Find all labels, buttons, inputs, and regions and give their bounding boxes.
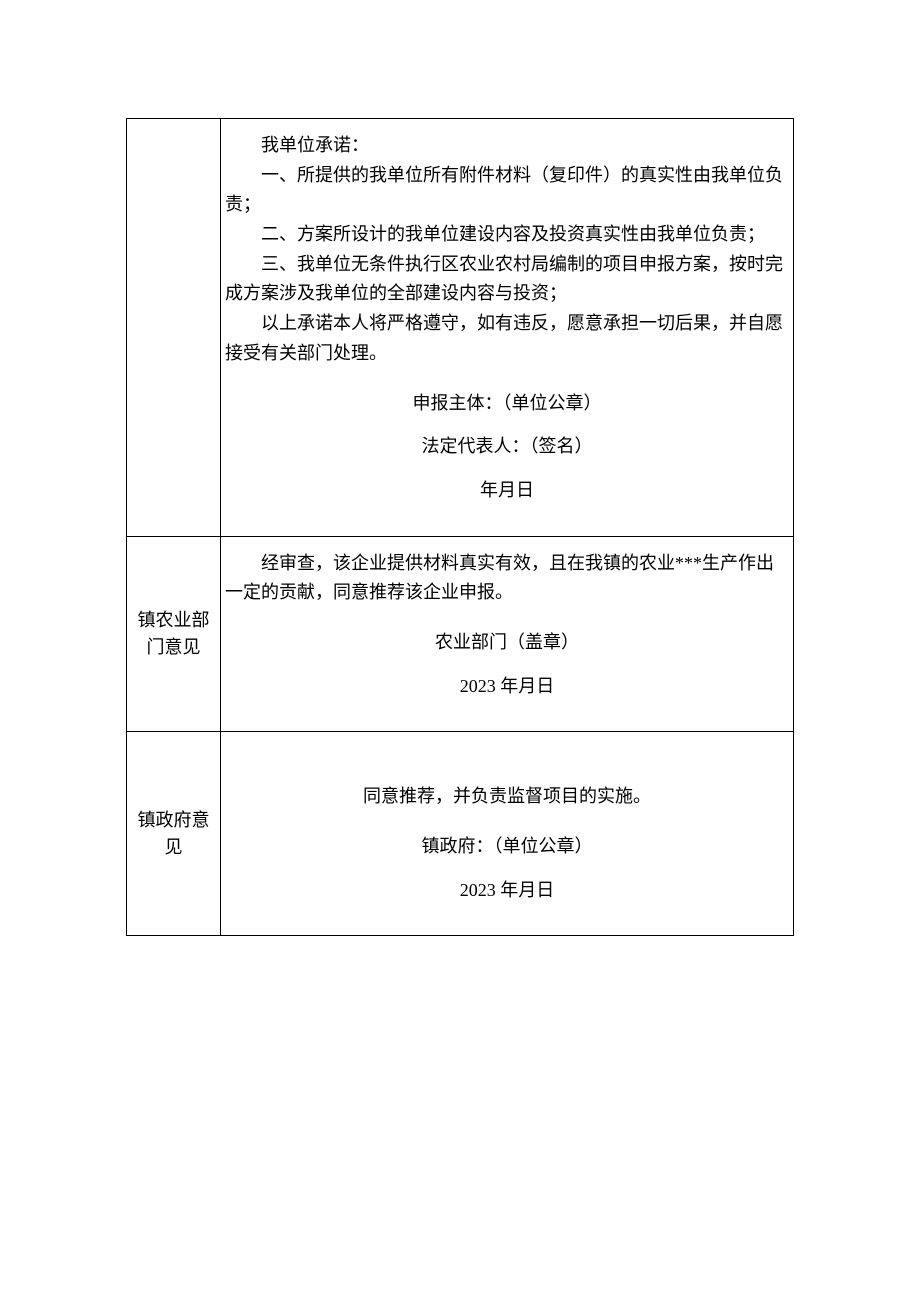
applicant-line: 申报主体：（单位公章） (225, 389, 789, 419)
agri-dept-body: 经审查，该企业提供材料真实有效，且在我镇的农业***生产作出一定的贡献，同意推荐… (225, 549, 789, 608)
row2-content-cell: 经审查，该企业提供材料真实有效，且在我镇的农业***生产作出一定的贡献，同意推荐… (221, 536, 794, 732)
row1-label-cell (127, 119, 221, 537)
row3-date-line: 2023 年月日 (225, 876, 789, 906)
commitment-item-1: 一、所提供的我单位所有附件材料（复印件）的真实性由我单位负责； (225, 161, 789, 220)
row3-signature-block: 镇政府：（单位公章） 2023 年月日 (225, 832, 789, 905)
table-row: 镇政府意见 同意推荐，并负责监督项目的实施。 镇政府：（单位公章） 2023 年… (127, 732, 794, 936)
agri-dept-stamp-line: 农业部门（盖章） (225, 628, 789, 658)
table-row: 我单位承诺： 一、所提供的我单位所有附件材料（复印件）的真实性由我单位负责； 二… (127, 119, 794, 537)
row2-signature-block: 农业部门（盖章） 2023 年月日 (225, 628, 789, 701)
town-gov-stamp-line: 镇政府：（单位公章） (225, 832, 789, 862)
legal-rep-line: 法定代表人：（签名） (225, 432, 789, 462)
row1-signature-block: 申报主体：（单位公章） 法定代表人：（签名） 年月日 (225, 389, 789, 506)
row3-body-block: 同意推荐，并负责监督项目的实施。 (225, 782, 789, 812)
row1-content-cell: 我单位承诺： 一、所提供的我单位所有附件材料（复印件）的真实性由我单位负责； 二… (221, 119, 794, 537)
commitment-closing: 以上承诺本人将严格遵守，如有违反，愿意承担一切后果，并自愿接受有关部门处理。 (225, 309, 789, 368)
row2-label: 镇农业部门意见 (138, 610, 210, 657)
approval-table: 我单位承诺： 一、所提供的我单位所有附件材料（复印件）的真实性由我单位负责； 二… (126, 118, 794, 936)
row3-label-cell: 镇政府意见 (127, 732, 221, 936)
town-gov-body: 同意推荐，并负责监督项目的实施。 (225, 782, 789, 812)
commitment-item-2: 二、方案所设计的我单位建设内容及投资真实性由我单位负责； (225, 220, 789, 250)
commitment-item-3: 三、我单位无条件执行区农业农村局编制的项目申报方案，按时完成方案涉及我单位的全部… (225, 250, 789, 309)
row1-date-line: 年月日 (225, 476, 789, 506)
row3-label: 镇政府意见 (138, 810, 210, 857)
row3-spacer (225, 744, 789, 762)
commitment-intro: 我单位承诺： (225, 131, 789, 161)
row2-label-cell: 镇农业部门意见 (127, 536, 221, 732)
table-row: 镇农业部门意见 经审查，该企业提供材料真实有效，且在我镇的农业***生产作出一定… (127, 536, 794, 732)
row2-date-line: 2023 年月日 (225, 672, 789, 702)
row3-content-cell: 同意推荐，并负责监督项目的实施。 镇政府：（单位公章） 2023 年月日 (221, 732, 794, 936)
